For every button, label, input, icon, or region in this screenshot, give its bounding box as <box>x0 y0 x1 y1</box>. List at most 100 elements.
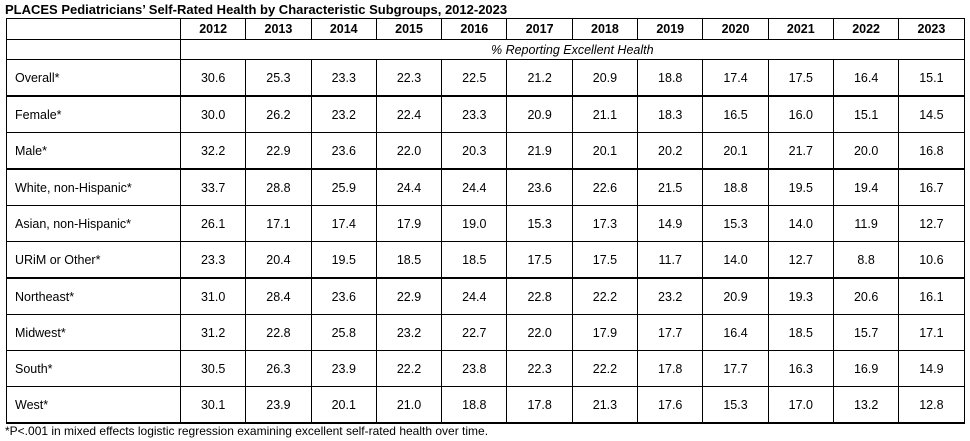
table-cell: 20.4 <box>245 241 312 279</box>
row-label: URiM or Other* <box>6 241 181 279</box>
row-label: West* <box>6 386 181 424</box>
table-cell: 32.2 <box>179 132 247 170</box>
table-cell: 17.5 <box>767 59 834 97</box>
table-cell: 14.0 <box>702 241 769 279</box>
table-cell: 17.0 <box>767 386 834 424</box>
table-cell: 12.7 <box>767 241 834 279</box>
table-cell: 20.6 <box>832 278 900 315</box>
table-cell: 31.2 <box>179 314 247 351</box>
table-cell: 17.4 <box>702 59 769 97</box>
table-cell: 17.1 <box>898 314 965 351</box>
table-cell: 18.3 <box>637 96 704 133</box>
table-row: Male* 32.2 22.9 23.6 22.0 20.3 21.9 20.1 20.2 20.… <box>6 132 965 170</box>
table-cell: 16.9 <box>832 350 900 387</box>
table-cell: 18.8 <box>702 169 769 206</box>
subheader-blank <box>6 39 181 60</box>
row-label: Female* <box>6 96 181 133</box>
column-header: 2023 <box>898 18 965 40</box>
table-cell: 23.8 <box>441 350 508 387</box>
table-cell: 13.2 <box>832 386 900 424</box>
table-row: Asian, non-Hispanic* 26.1 17.1 17.4 17.9 19.0… <box>6 205 965 242</box>
table-cell: 20.9 <box>506 96 573 133</box>
table-cell: 12.7 <box>898 205 965 242</box>
column-header: 2014 <box>310 18 377 40</box>
table-row: West* 30.1 23.9 20.1 21.0 18.8 17.8 21.3 17.6 15.… <box>6 386 965 424</box>
table-cell: 22.0 <box>375 132 443 170</box>
table-cell: 21.7 <box>767 132 834 170</box>
column-header: 2019 <box>637 18 704 40</box>
table-cell: 17.6 <box>637 386 704 424</box>
table-cell: 21.9 <box>506 132 573 170</box>
table-cell: 24.4 <box>375 169 443 206</box>
table-row: Female* 30.0 26.2 23.2 22.4 23.3 20.9 21.1 18.3 1… <box>6 96 965 133</box>
table-cell: 22.8 <box>506 278 573 315</box>
table-cell: 20.3 <box>441 132 508 170</box>
table-cell: 20.1 <box>310 386 377 424</box>
table-cell: 14.9 <box>637 205 704 242</box>
table-cell: 16.3 <box>767 350 834 387</box>
table-cell: 16.4 <box>832 59 900 97</box>
table-cell: 22.2 <box>571 350 639 387</box>
table-cell: 21.1 <box>571 96 639 133</box>
table-cell: 19.4 <box>832 169 900 206</box>
table-cell: 21.2 <box>506 59 573 97</box>
table-cell: 18.5 <box>441 241 508 279</box>
row-label: Overall* <box>6 59 181 97</box>
table-cell: 16.1 <box>898 278 965 315</box>
table-title: PLACES Pediatricians’ Self-Rated Health … <box>5 2 508 17</box>
table-body: Overall* 30.6 25.3 23.3 22.3 22.5 21.2 20.9 18.8… <box>6 59 965 424</box>
table-cell: 18.5 <box>767 314 834 351</box>
table-cell: 25.8 <box>310 314 377 351</box>
table-cell: 22.2 <box>571 278 639 315</box>
table-cell: 23.3 <box>179 241 247 279</box>
table-cell: 19.0 <box>441 205 508 242</box>
table-cell: 23.9 <box>245 386 312 424</box>
table-cell: 22.3 <box>375 59 443 97</box>
data-table: 2012 2013 2014 2015 2016 2017 2018 2019 2020 2021… <box>6 18 965 424</box>
table-cell: 17.8 <box>506 386 573 424</box>
table-cell: 20.9 <box>571 59 639 97</box>
table-cell: 20.0 <box>832 132 900 170</box>
table-cell: 33.7 <box>179 169 247 206</box>
table-cell: 23.6 <box>506 169 573 206</box>
header-row: 2012 2013 2014 2015 2016 2017 2018 2019 2020 2021… <box>6 18 965 40</box>
table-cell: 21.0 <box>375 386 443 424</box>
column-header: 2015 <box>375 18 443 40</box>
table-row: URiM or Other* 23.3 20.4 19.5 18.5 18.5 17.5 17… <box>6 241 965 279</box>
table-row: South* 30.5 26.3 23.9 22.2 23.8 22.3 22.2 17.8 17… <box>6 350 965 387</box>
table-cell: 15.3 <box>702 386 769 424</box>
table-cell: 16.8 <box>898 132 965 170</box>
table-cell: 22.5 <box>441 59 508 97</box>
column-header: 2020 <box>702 18 769 40</box>
table-cell: 16.7 <box>898 169 965 206</box>
row-label: Asian, non-Hispanic* <box>6 205 181 242</box>
footnote: *P<.001 in mixed effects logistic regres… <box>5 424 489 438</box>
table-cell: 22.0 <box>506 314 573 351</box>
table-cell: 17.5 <box>506 241 573 279</box>
table-cell: 16.5 <box>702 96 769 133</box>
table-cell: 28.4 <box>245 278 312 315</box>
table-cell: 22.3 <box>506 350 573 387</box>
table-cell: 23.9 <box>310 350 377 387</box>
table-cell: 17.1 <box>245 205 312 242</box>
table-cell: 23.2 <box>637 278 704 315</box>
column-header: 2017 <box>506 18 573 40</box>
table-cell: 17.7 <box>702 350 769 387</box>
table-cell: 22.9 <box>375 278 443 315</box>
table-cell: 20.2 <box>637 132 704 170</box>
table-cell: 17.7 <box>637 314 704 351</box>
table-cell: 18.5 <box>375 241 443 279</box>
row-label: Northeast* <box>6 278 181 315</box>
table-cell: 18.8 <box>441 386 508 424</box>
table-cell: 24.4 <box>441 278 508 315</box>
table-cell: 16.4 <box>702 314 769 351</box>
table-cell: 8.8 <box>832 241 900 279</box>
header-corner <box>6 18 181 40</box>
table-cell: 30.1 <box>179 386 247 424</box>
table-cell: 21.5 <box>637 169 704 206</box>
row-label: Midwest* <box>6 314 181 351</box>
column-header: 2013 <box>245 18 312 40</box>
table-cell: 22.9 <box>245 132 312 170</box>
table-cell: 23.6 <box>310 278 377 315</box>
table-cell: 22.6 <box>571 169 639 206</box>
